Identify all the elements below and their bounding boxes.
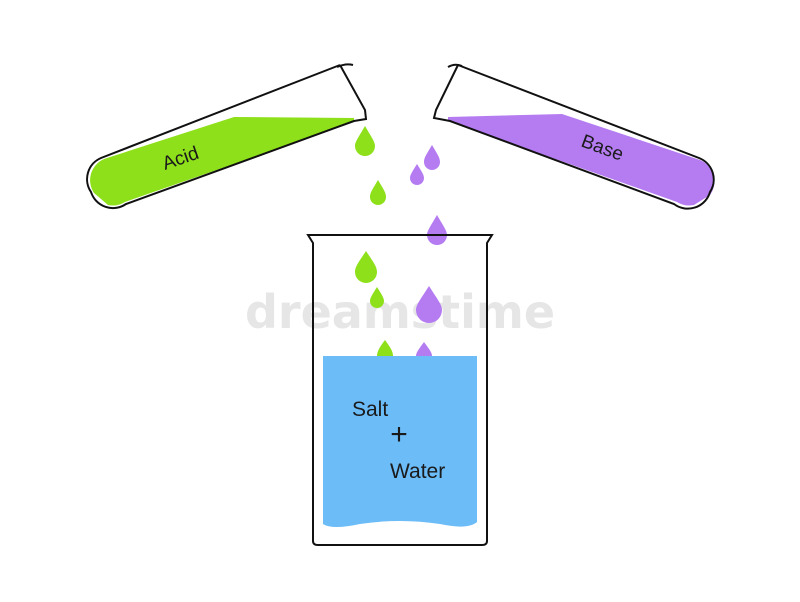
base-drop-3 [427,215,447,245]
acid-drop-5 [377,340,393,356]
acid-liquid [90,117,354,206]
base-drop-1 [424,145,440,170]
watermark: dreamstime [245,285,555,339]
acid-droplets [355,126,393,356]
acid-test-tube: Acid [86,63,368,210]
acid-drop-1 [355,126,375,156]
base-drop-2 [410,164,424,185]
beaker-text-salt: Salt [352,398,388,421]
beaker-water [323,356,477,527]
beaker-outline [306,234,494,546]
base-droplets [410,145,447,356]
beaker: Salt + Water [306,234,494,546]
beaker-text-plus: + [390,418,408,451]
acid-tube-outline [86,64,368,210]
base-drop-5 [416,342,432,356]
acid-drop-3 [355,251,377,283]
base-tube-outline [432,64,715,210]
acid-drop-2 [370,180,386,205]
base-test-tube: Base [432,63,715,210]
base-liquid [448,114,715,206]
beaker-text-water: Water [390,460,445,483]
acid-drop-4 [370,287,384,308]
base-drop-4 [416,286,442,323]
